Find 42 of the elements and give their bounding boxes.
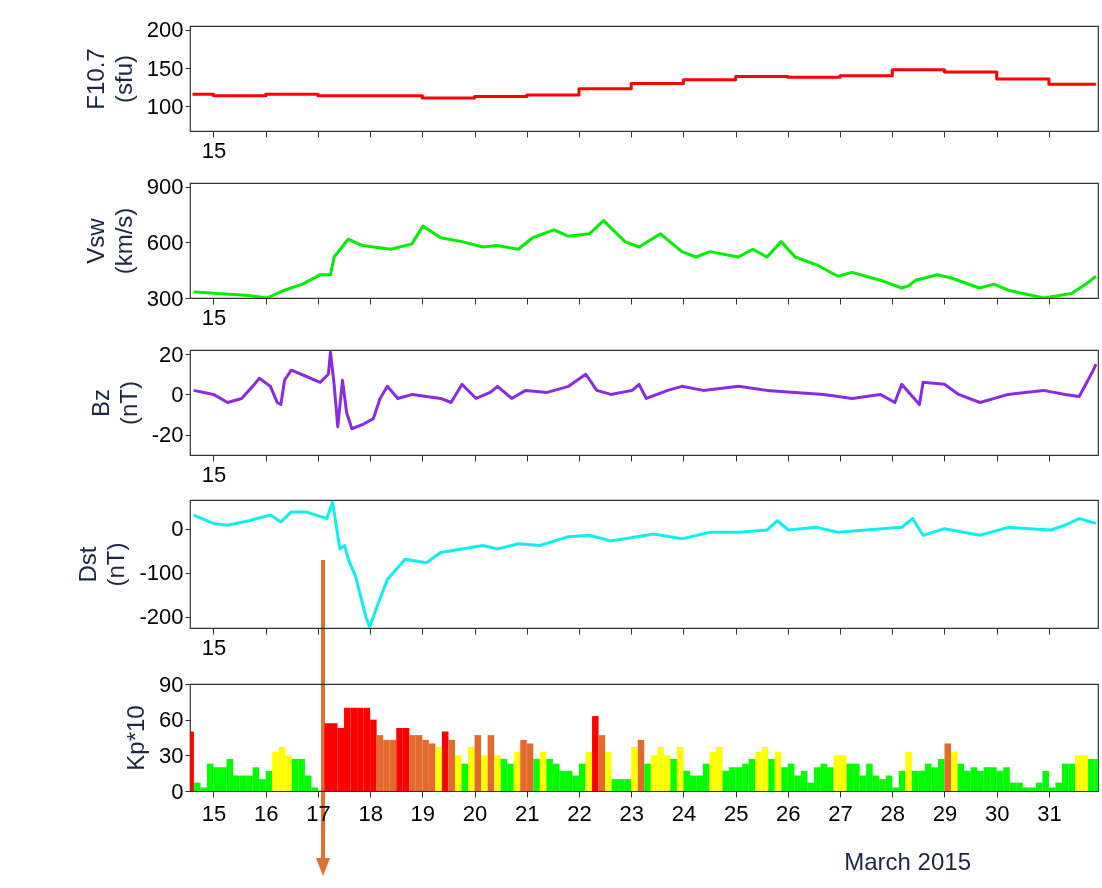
x-tick-label: 20 bbox=[462, 800, 488, 826]
x-tick-label: 27 bbox=[828, 800, 853, 826]
x-tick-label: 30 bbox=[984, 800, 1010, 826]
y-axis-title: Kp*10 bbox=[122, 705, 150, 771]
x-tick-label: 22 bbox=[567, 800, 592, 826]
y-tick-label: 600 bbox=[146, 229, 184, 255]
x-tick-label: 18 bbox=[358, 800, 383, 826]
x-tick-label: 24 bbox=[671, 800, 697, 826]
x-axis-title: March 2015 bbox=[844, 847, 972, 875]
y-tick-label: 900 bbox=[146, 174, 184, 200]
y-tick-label: 30 bbox=[159, 742, 184, 768]
text: 15 bbox=[201, 462, 227, 487]
text: 15 bbox=[201, 635, 227, 660]
y-axis-title: Vsw (km/s) bbox=[81, 207, 137, 275]
y-axis-title: F10.7 (sfu) bbox=[81, 48, 137, 110]
x-tick-label: 26 bbox=[776, 800, 801, 826]
x-tick-label: 29 bbox=[932, 800, 958, 826]
y-axis-title: Dst (nT) bbox=[74, 542, 130, 587]
y-tick-label: -200 bbox=[139, 604, 184, 630]
x-tick-label: 28 bbox=[880, 800, 906, 826]
y-tick-label: 20 bbox=[159, 341, 184, 367]
x-tick-label: 15 bbox=[201, 800, 227, 826]
y-tick-label: 0 bbox=[171, 778, 184, 804]
text: 15 bbox=[201, 138, 227, 163]
y-tick-label: 90 bbox=[159, 671, 184, 697]
y-tick-label: -20 bbox=[151, 422, 184, 448]
x-tick-label: 21 bbox=[515, 800, 540, 826]
x-tick-label: 16 bbox=[253, 800, 279, 826]
y-tick-label: 60 bbox=[159, 707, 184, 733]
x-tick-label: 23 bbox=[619, 800, 644, 826]
y-tick-label: 0 bbox=[171, 381, 184, 407]
y-tick-label: 200 bbox=[146, 17, 184, 43]
text: 15 bbox=[201, 305, 227, 330]
y-tick-label: -100 bbox=[139, 560, 184, 586]
x-tick-label: 25 bbox=[723, 800, 749, 826]
x-tick-label: 19 bbox=[410, 800, 436, 826]
y-tick-label: 100 bbox=[146, 93, 184, 119]
y-tick-label: 150 bbox=[146, 55, 184, 81]
y-tick-label: 0 bbox=[171, 516, 184, 542]
x-tick-label: 31 bbox=[1037, 800, 1062, 826]
y-axis-title: Bz (nT) bbox=[86, 381, 142, 425]
y-tick-label: 300 bbox=[146, 285, 184, 311]
